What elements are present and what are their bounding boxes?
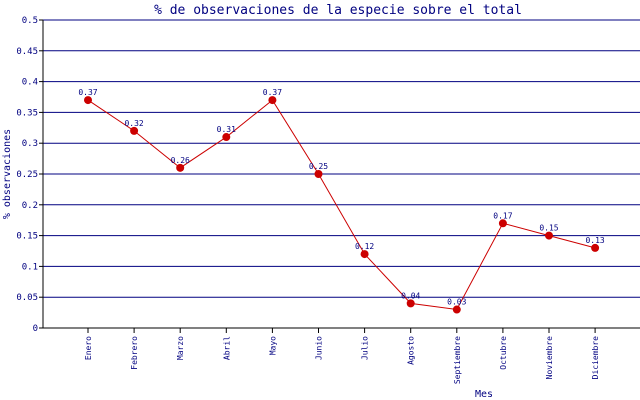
data-point xyxy=(498,219,507,228)
data-point xyxy=(176,163,185,172)
series-line xyxy=(87,99,596,311)
y-axis-label: % observaciones xyxy=(2,129,13,219)
y-tick-label: 0.3 xyxy=(22,139,38,149)
data-label: 0.31 xyxy=(217,125,236,134)
data-labels: 0.37 0.32 0.26 0.31 0.37 0.25 0.12 0.04 0.03 0.17… xyxy=(78,88,605,306)
data-label: 0.37 xyxy=(263,88,282,97)
y-tick-label: 0.35 xyxy=(16,108,38,118)
series-line-layer xyxy=(87,99,596,311)
data-points xyxy=(84,96,600,314)
x-tick-label: Noviembre xyxy=(545,336,554,380)
y-tick-label: 0.25 xyxy=(16,170,38,180)
x-tick-label: Febrero xyxy=(130,336,139,370)
data-label: 0.37 xyxy=(78,88,97,97)
x-tick-label: Septiembre xyxy=(453,336,462,384)
x-tick-labels: Enero Febrero Marzo Abril Mayo Junio Julio Agos… xyxy=(84,336,600,384)
x-tick-label: Octubre xyxy=(499,336,508,370)
x-tick-label: Enero xyxy=(84,336,93,360)
data-label: 0.03 xyxy=(447,298,466,307)
x-axis-label: Mes xyxy=(475,389,493,400)
data-point xyxy=(84,96,92,105)
data-label: 0.25 xyxy=(309,162,328,171)
y-tick-label: 0.2 xyxy=(22,201,38,211)
y-tick-label: 0.1 xyxy=(22,262,38,272)
data-point xyxy=(452,305,461,314)
data-label: 0.17 xyxy=(493,211,512,220)
data-point xyxy=(130,126,139,135)
y-tick-label: 0.15 xyxy=(16,232,38,242)
axes xyxy=(39,19,640,333)
x-tick-label: Diciembre xyxy=(591,336,600,380)
y-tick-label: 0.4 xyxy=(22,78,38,88)
chart-title: % de observaciones de la especie sobre e… xyxy=(154,3,522,18)
y-tick-label: 0.45 xyxy=(16,47,38,57)
data-label: 0.04 xyxy=(401,291,420,300)
x-tick-label: Junio xyxy=(315,336,324,360)
data-label: 0.32 xyxy=(124,119,143,128)
y-tick-label: 0 xyxy=(33,324,38,334)
y-tick-label: 0.5 xyxy=(22,16,38,26)
data-point xyxy=(591,243,600,252)
data-point xyxy=(314,170,323,178)
y-tick-label: 0.05 xyxy=(16,293,38,303)
data-point xyxy=(268,96,277,105)
data-point xyxy=(360,250,369,259)
data-label: 0.12 xyxy=(355,242,374,251)
data-label: 0.13 xyxy=(585,236,604,245)
y-tick-labels: 0 0.05 0.1 0.15 0.2 0.25 0.3 0.35 0.4 0.45 0.5 xyxy=(16,16,38,334)
data-point xyxy=(222,133,231,142)
data-point xyxy=(406,299,415,308)
data-label: 0.26 xyxy=(171,156,190,165)
x-tick-label: Abril xyxy=(222,336,231,360)
grid-lines xyxy=(43,19,640,298)
data-point xyxy=(545,231,553,240)
x-tick-label: Marzo xyxy=(176,336,185,360)
x-tick-label: Julio xyxy=(361,336,370,360)
x-tick-label: Mayo xyxy=(268,336,277,355)
data-label: 0.15 xyxy=(539,224,558,233)
x-tick-label: Agosto xyxy=(407,336,416,365)
